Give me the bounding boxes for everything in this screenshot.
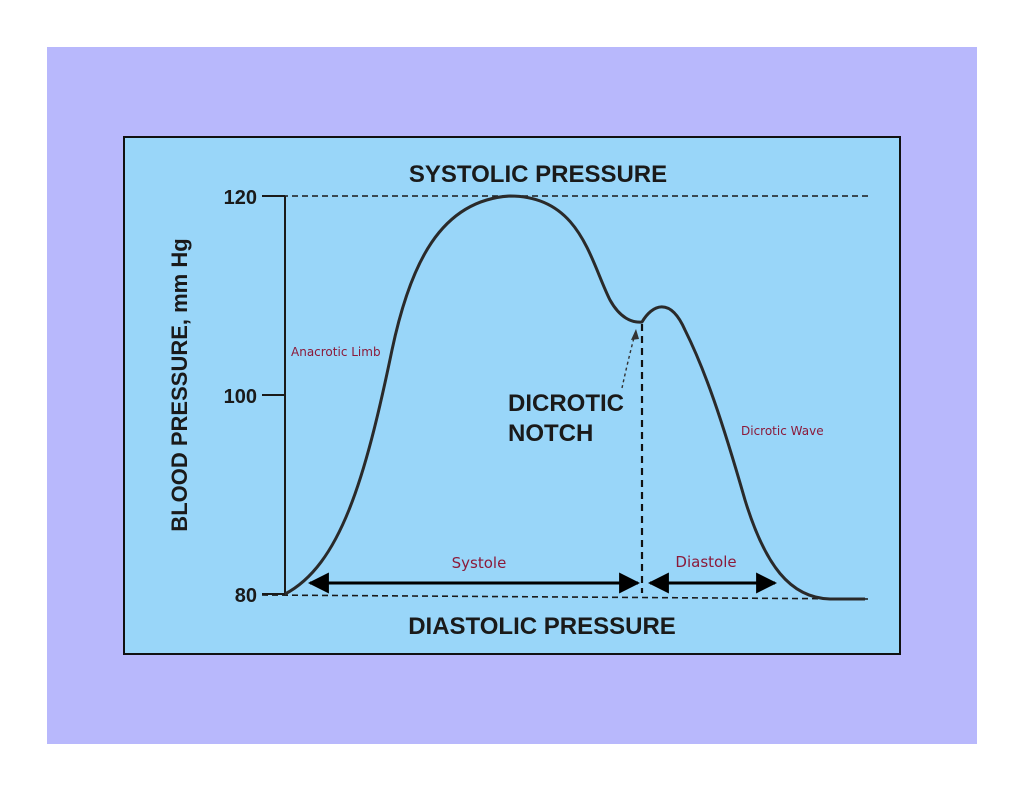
y-tick-label-120: 120 bbox=[224, 187, 257, 209]
notch-pointer-head bbox=[631, 329, 639, 340]
diastolic-dashed-line bbox=[261, 594, 869, 600]
diastole-label: Diastole bbox=[675, 553, 736, 571]
pressure-waveform bbox=[284, 194, 865, 601]
y-tick-label-80: 80 bbox=[235, 585, 257, 607]
y-tick-label-100: 100 bbox=[224, 386, 257, 408]
dicrotic-notch-label-line1: DICROTIC bbox=[508, 390, 624, 417]
systolic-pressure-label: SYSTOLIC PRESSURE bbox=[409, 161, 667, 188]
y-axis-label: BLOOD PRESSURE, mm Hg bbox=[167, 238, 192, 531]
systole-label: Systole bbox=[452, 554, 507, 572]
dicrotic-wave-label: Dicrotic Wave bbox=[741, 424, 824, 438]
diastolic-pressure-label: DIASTOLIC PRESSURE bbox=[408, 613, 676, 640]
diagram-panel bbox=[123, 136, 901, 655]
anacrotic-limb-label: Anacrotic Limb bbox=[291, 345, 381, 359]
dicrotic-notch-label-line2: NOTCH bbox=[508, 420, 593, 447]
